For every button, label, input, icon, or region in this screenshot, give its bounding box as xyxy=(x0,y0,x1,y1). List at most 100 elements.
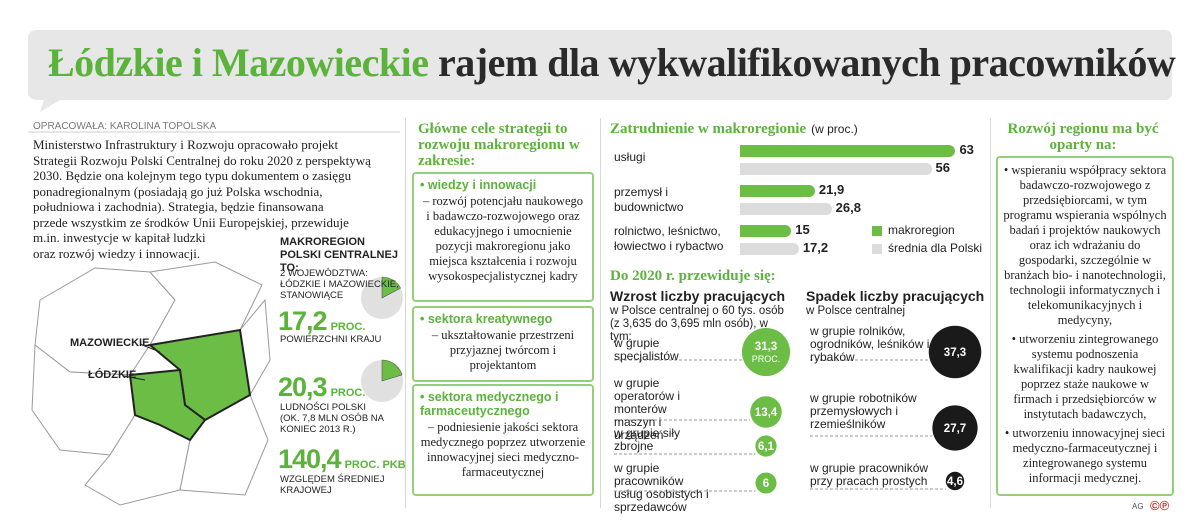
category-label: usługi xyxy=(614,150,646,164)
development-box: • wspieraniu współpracy sektora badawczo… xyxy=(996,156,1174,496)
legend-label: średnia dla Polski xyxy=(888,241,983,255)
group-subtitle: w Polsce centralnej xyxy=(806,305,906,317)
stat: 140,4 PROC. PKB xyxy=(278,444,406,475)
bubble xyxy=(755,435,777,457)
development-item: • utworzeniu innowacyjnej sieci medyczno… xyxy=(1002,426,1168,486)
pie-wedge xyxy=(381,276,401,299)
development-heading: Rozwój regionu ma być oparty na: xyxy=(1007,121,1159,153)
intro-line: Strategii Rozwoju Polski Centralnej do r… xyxy=(33,152,371,168)
development-item-text: wspieraniu współpracy sektora badawczo-r… xyxy=(1003,163,1167,327)
bubble-unit: PROC. xyxy=(752,354,781,364)
bar xyxy=(740,185,815,197)
bubble-label: 13,4 xyxy=(755,407,778,419)
title-highlight: Łódzkie i Mazowieckie xyxy=(48,40,429,85)
legend-swatch xyxy=(872,226,882,236)
bullet: • xyxy=(420,178,428,192)
value-label: 63 xyxy=(959,142,974,157)
group-item-label: w grupie pracowników usług osobistych i … xyxy=(614,461,709,514)
development-item-text: utworzeniu innowacyjnej sieci medyczno-f… xyxy=(1012,426,1166,485)
intro-line: oraz rozwój wiedzy i innowacji. xyxy=(33,245,201,261)
goal-text: – rozwój potencjału naukowego i badawczo… xyxy=(422,194,584,283)
stat-unit: PROC. xyxy=(330,321,366,333)
bullet: • xyxy=(1011,332,1020,346)
group-title: Spadek liczby pracujących xyxy=(806,288,985,304)
goal-text: – ukształtowanie przestrzeni przyjaznej … xyxy=(431,328,575,372)
category-label: rolnictwo, leśnictwo, łowiectwo i rybact… xyxy=(614,224,724,253)
bar xyxy=(740,203,832,215)
bubble-label: 27,7 xyxy=(944,423,966,435)
value-label: 26,8 xyxy=(835,200,861,215)
legend-swatch xyxy=(872,244,882,254)
goal-title: • sektora medycznego i farmaceutycznego xyxy=(420,390,585,418)
bubble xyxy=(932,405,978,451)
map-label: ŁÓDZKIE xyxy=(88,369,137,381)
stat-value: 17,2 xyxy=(278,306,328,336)
legend-label: makroregion xyxy=(888,223,955,237)
group-item-label: w grupie robotników przemysłowych i rzem… xyxy=(810,391,917,431)
forecast-heading: Do 2020 r. przewiduje się: xyxy=(610,268,776,284)
bubble xyxy=(945,471,965,491)
goal-title: • wiedzy i innowacji xyxy=(420,178,585,192)
value-label: 56 xyxy=(935,160,950,175)
development-list: • wspieraniu współpracy sektora badawczo… xyxy=(998,158,1172,495)
goal-title-text: wiedzy i innowacji xyxy=(427,178,537,192)
intro-line: Ministerstwo Infrastruktury i Rozwoju op… xyxy=(33,137,339,152)
value-label: 21,9 xyxy=(818,182,845,197)
group-item-label: w grupie operatorów i monterów maszyn i … xyxy=(614,376,681,442)
goal-title: • sektora kreatywnego xyxy=(420,312,585,326)
bullet: • xyxy=(420,312,428,326)
author: OPRACOWAŁA: KAROLINA TOPOLSKA xyxy=(33,121,217,132)
bubble-label: 6 xyxy=(763,478,769,490)
bar xyxy=(740,163,932,175)
stat-caption: WZGLĘDEM ŚREDNIEJ KRAJOWEJ xyxy=(280,474,385,496)
bubble-label: 6,1 xyxy=(758,441,775,453)
bubble-label: 31,3 xyxy=(755,341,777,353)
divider xyxy=(990,118,991,508)
intro-line: ponadregionalnym (posiadają go już Polsk… xyxy=(33,183,323,199)
credit: AG xyxy=(1132,502,1144,511)
stat-caption: LUDNOŚCI POLSKI (OK. 7,8 MLN OSÓB NA KON… xyxy=(280,402,384,435)
goal-box: • wiedzy i innowacji – rozwój potencjału … xyxy=(412,172,594,302)
title: Łódzkie i Mazowieckie rajem dla wykwalif… xyxy=(48,38,1176,88)
value-label: 15 xyxy=(795,222,810,237)
macroregion-heading: MAKROREGION POLSKI CENTRALNEJ TO: xyxy=(280,236,398,274)
stat-value: 20,3 xyxy=(278,372,328,402)
intro-line: południowa i zachodnia). Strategia, będz… xyxy=(33,199,324,214)
map-label: MAZOWIECKIE xyxy=(70,337,150,349)
map xyxy=(31,261,271,506)
stat-value: 140,4 xyxy=(278,444,342,474)
development-item: • utworzeniu zintegrowanego systemu podn… xyxy=(1002,332,1168,422)
divider xyxy=(600,118,601,508)
title-rest: rajem dla wykwalifikowanych pracowników xyxy=(438,40,1176,85)
title-banner xyxy=(28,30,1172,112)
pie-wedge xyxy=(381,359,403,382)
goal-title-text: sektora medycznego i farmaceutycznego xyxy=(420,390,559,418)
group-title: Wzrost liczby pracujących xyxy=(610,288,786,304)
stat: 20,3 PROC. xyxy=(278,372,365,403)
bubble xyxy=(741,327,791,377)
macroregion-intro: 2 WOJEWÓDZTWA: ŁÓDZKIE I MAZOWIECKIE, ST… xyxy=(280,268,399,301)
intro-line: 2030. Będzie ona kolejnym tego typu doku… xyxy=(33,168,352,183)
goals-heading: Główne cele strategii to rozwoju makrore… xyxy=(418,121,580,169)
goal-text: – podniesienie jakości sektora medyczneg… xyxy=(420,420,586,479)
development-item: • wspieraniu współpracy sektora badawczo… xyxy=(1002,163,1168,328)
group-item-label: w grupie pracowników przy pracach prosty… xyxy=(810,461,929,488)
bubble xyxy=(928,325,982,379)
group-item-label: w grupie rolników, ogrodników, leśników … xyxy=(810,324,930,364)
value-label: 17,2 xyxy=(802,240,829,255)
intro-line: przede wszystkim ze środków Unii Europej… xyxy=(33,214,349,230)
divider xyxy=(405,118,406,508)
goal-box: • sektora medycznego i farmaceutycznego –… xyxy=(412,384,594,496)
stat: 17,2 PROC. xyxy=(278,306,365,337)
stat-unit: PROC. PKB xyxy=(344,459,406,471)
bullet: • xyxy=(420,390,428,404)
category-label: przemysł i budownictwo xyxy=(614,185,684,214)
mark: ©℗ xyxy=(1150,498,1170,513)
intro-line: m.in. inwestycje w kapitał ludzki xyxy=(33,230,206,245)
group-item-label: w grupie specjalistów xyxy=(614,336,679,363)
bubble-label: 4,6 xyxy=(947,476,963,488)
bubble xyxy=(750,396,782,428)
bullet: • xyxy=(1003,163,1012,177)
